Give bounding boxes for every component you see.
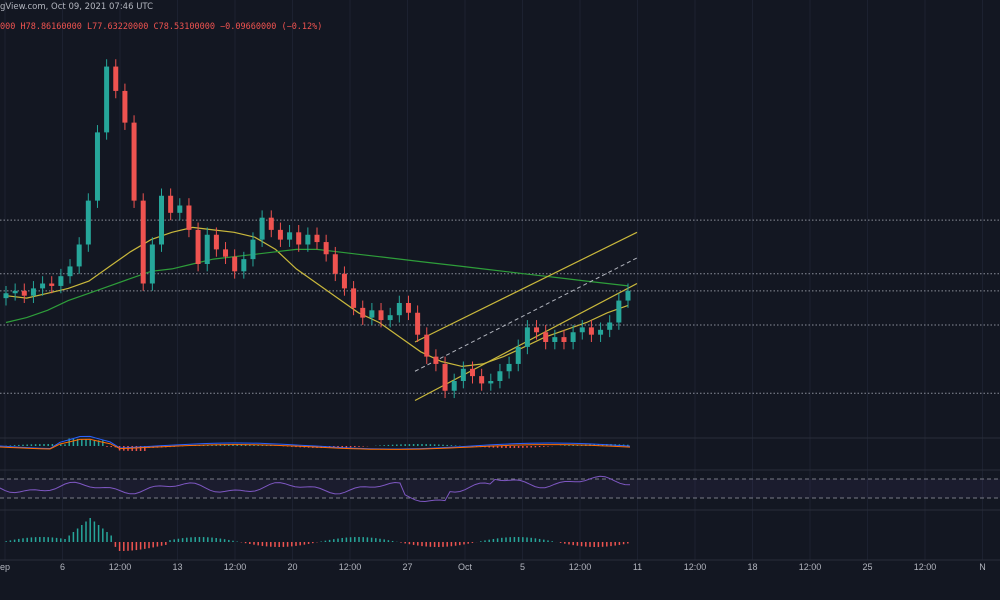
rsi-band — [0, 479, 1000, 498]
x-tick-label: 6 — [60, 562, 65, 572]
candle-body — [131, 122, 137, 201]
x-tick-label: 27 — [402, 562, 412, 572]
moving-average-slow — [5, 248, 629, 324]
candle-body — [277, 229, 283, 240]
candle-body — [223, 249, 229, 257]
candle-body — [534, 327, 540, 333]
moving-average-fast — [5, 226, 629, 368]
candle-body — [40, 283, 46, 289]
candle-body — [149, 244, 155, 284]
candle-body — [415, 312, 421, 335]
x-tick-label: 12:00 — [569, 562, 592, 572]
x-tick-label: 12:00 — [109, 562, 132, 572]
candle-body — [479, 376, 485, 384]
candle-body — [49, 283, 55, 286]
candle-body — [506, 363, 512, 372]
x-tick-label: 12:00 — [799, 562, 822, 572]
candle-body — [104, 66, 110, 133]
candle-body — [405, 303, 411, 313]
candle-body — [58, 276, 64, 286]
candle-body — [433, 356, 439, 364]
candle-body — [424, 334, 430, 357]
rsi-line — [0, 475, 631, 503]
x-tick-label: 12:00 — [224, 562, 247, 572]
candle-body — [159, 195, 164, 245]
candle-body — [232, 256, 238, 272]
x-tick-label: 25 — [862, 562, 872, 572]
candle-body — [387, 315, 393, 321]
candle-body — [323, 242, 329, 255]
candle-body — [470, 368, 475, 377]
candle-body — [561, 337, 567, 342]
x-tick-label: 20 — [287, 562, 297, 572]
x-tick-label: N — [979, 562, 986, 572]
candle-body — [195, 229, 201, 264]
candle-body — [442, 363, 448, 391]
candle-body — [241, 259, 247, 272]
candle-body — [140, 200, 146, 284]
candle-body — [497, 371, 503, 381]
candle-body — [250, 239, 256, 260]
candle-body — [625, 290, 631, 301]
candle-body — [460, 368, 466, 381]
candle-body — [488, 381, 494, 384]
candle-body — [67, 266, 73, 277]
x-tick-label: 5 — [520, 562, 525, 572]
x-tick-label: 18 — [747, 562, 757, 572]
chart-attribution: gView.com, Oct 09, 2021 07:46 UTC — [0, 2, 154, 12]
x-tick-label: 12:00 — [914, 562, 937, 572]
x-tick-label: 12:00 — [339, 562, 362, 572]
candle-body — [122, 90, 128, 123]
candle-body — [85, 200, 91, 245]
candle-body — [570, 332, 576, 342]
x-tick-label: 12:00 — [684, 562, 707, 572]
channel-upper-line — [414, 231, 638, 343]
candle-body — [204, 234, 210, 264]
candle-body — [76, 244, 82, 267]
candle-body — [177, 205, 183, 213]
candle-body — [524, 327, 530, 347]
candle-body — [451, 381, 457, 391]
candle-body — [369, 310, 375, 318]
candle-body — [12, 290, 18, 294]
candle-body — [351, 288, 357, 308]
candle-body — [94, 132, 100, 201]
x-tick-label: ep — [0, 562, 10, 572]
candle-body — [314, 234, 320, 243]
candle-body — [579, 327, 585, 333]
candle-body — [259, 217, 265, 240]
candle-body — [332, 254, 338, 274]
candle-body — [360, 307, 366, 318]
macd-line — [0, 435, 631, 450]
candle-body — [341, 273, 347, 289]
macd-signal-line — [0, 438, 631, 450]
candle-body — [168, 195, 174, 213]
candle-body — [598, 329, 604, 335]
candle-body — [543, 332, 549, 342]
candle-body — [3, 293, 9, 299]
candle-body — [287, 232, 293, 240]
ohlc-readout: 000 H78.86160000 L77.63220000 C78.531000… — [0, 22, 323, 32]
candle-body — [113, 66, 119, 91]
candle-body — [30, 288, 36, 296]
candle-body — [607, 322, 613, 330]
candle-body — [378, 310, 384, 321]
candle-body — [296, 232, 302, 245]
candle-body — [186, 205, 192, 230]
x-tick-label: 13 — [172, 562, 182, 572]
candle-body — [396, 303, 402, 316]
candle-body — [305, 234, 311, 245]
x-tick-label: Oct — [458, 562, 473, 572]
x-tick-label: 11 — [633, 562, 642, 572]
candle-body — [552, 337, 558, 342]
candle-body — [515, 346, 521, 364]
candle-body — [213, 234, 219, 250]
candle-body — [268, 217, 274, 230]
candle-body — [616, 300, 622, 323]
candle-body — [21, 290, 27, 296]
candle-body — [588, 327, 594, 335]
